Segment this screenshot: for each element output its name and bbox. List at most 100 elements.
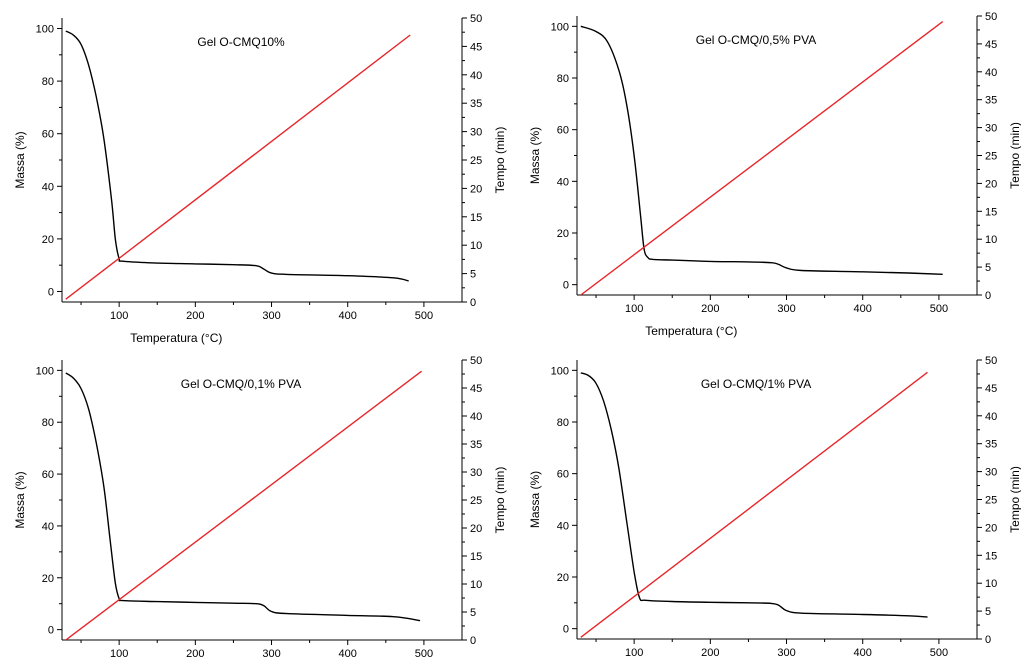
time-series-line bbox=[580, 371, 928, 638]
x-tick-label: 400 bbox=[339, 310, 357, 322]
y-tick-label: 80 bbox=[557, 73, 569, 85]
time-series-line bbox=[65, 34, 411, 300]
mass-series-line bbox=[65, 30, 409, 282]
y2-tick-label: 35 bbox=[470, 98, 482, 110]
x-tick-label: 300 bbox=[262, 310, 280, 322]
y-tick-label: 20 bbox=[42, 234, 54, 246]
y2-tick-label: 30 bbox=[470, 127, 482, 139]
y2-tick-label: 5 bbox=[985, 262, 991, 274]
y2-tick-label: 25 bbox=[985, 151, 997, 163]
chart-panel-4: 100 200 300 400 500 0 20 40 60 80 100 0 5 10 15 20 25 30 3… bbox=[528, 355, 1021, 659]
y-tick-label: 60 bbox=[557, 469, 569, 481]
y2-tick-label: 15 bbox=[985, 206, 997, 218]
y-tick-label: 60 bbox=[557, 125, 569, 137]
y-axis-label: Massa (%) bbox=[528, 471, 542, 528]
x-tick-label: 200 bbox=[186, 310, 204, 322]
y2-tick-label: 20 bbox=[985, 178, 997, 190]
y2-tick-label: 15 bbox=[985, 550, 997, 562]
y2-tick-label: 10 bbox=[470, 579, 482, 591]
y2-tick-label: 45 bbox=[985, 383, 997, 395]
x-tick-label: 300 bbox=[777, 303, 795, 315]
y-tick-label: 40 bbox=[42, 181, 54, 193]
y-tick-label: 20 bbox=[42, 573, 54, 585]
y2-axis-label: Tempo (min) bbox=[493, 467, 507, 534]
y2-tick-label: 0 bbox=[985, 634, 991, 646]
y2-tick-label: 35 bbox=[985, 439, 997, 451]
y-tick-label: 80 bbox=[557, 417, 569, 429]
y2-tick-label: 50 bbox=[985, 355, 997, 367]
x-axis-label: Temperatura (°C) bbox=[645, 324, 737, 338]
y2-tick-label: 30 bbox=[470, 467, 482, 479]
y2-tick-label: 40 bbox=[470, 411, 482, 423]
y2-tick-label: 20 bbox=[470, 183, 482, 195]
mass-series-line bbox=[580, 25, 943, 275]
y2-tick-label: 45 bbox=[470, 41, 482, 53]
y2-tick-label: 0 bbox=[470, 297, 476, 309]
x-tick-label: 200 bbox=[186, 648, 204, 659]
y-tick-label: 100 bbox=[551, 21, 569, 33]
y-tick-label: 40 bbox=[42, 521, 54, 533]
y2-tick-label: 25 bbox=[470, 495, 482, 507]
y-tick-label: 20 bbox=[557, 572, 569, 584]
y-tick-label: 0 bbox=[563, 624, 569, 636]
chart-panel-1: 100 200 300 400 500 0 20 40 60 80 100 0 5 10 15 20 25 30 3… bbox=[13, 13, 507, 345]
y-tick-label: 0 bbox=[48, 286, 54, 298]
y2-tick-label: 25 bbox=[470, 155, 482, 167]
chart-title: Gel O-CMQ10% bbox=[197, 35, 285, 49]
y2-tick-label: 5 bbox=[470, 269, 476, 281]
x-tick-label: 500 bbox=[415, 648, 433, 659]
x-tick-label: 500 bbox=[415, 310, 433, 322]
x-tick-label: 500 bbox=[930, 647, 948, 659]
time-series-line bbox=[65, 370, 423, 640]
y2-tick-label: 0 bbox=[985, 290, 991, 302]
y-axis-label: Massa (%) bbox=[13, 471, 27, 528]
x-tick-label: 500 bbox=[930, 303, 948, 315]
x-tick-label: 100 bbox=[110, 648, 128, 659]
x-tick-label: 100 bbox=[625, 647, 643, 659]
y-tick-label: 80 bbox=[42, 417, 54, 429]
y2-tick-label: 15 bbox=[470, 551, 482, 563]
y-axis-label: Massa (%) bbox=[528, 127, 542, 184]
y2-tick-label: 10 bbox=[985, 578, 997, 590]
y2-tick-label: 10 bbox=[470, 240, 482, 252]
x-tick-label: 100 bbox=[625, 303, 643, 315]
y2-tick-label: 35 bbox=[985, 95, 997, 107]
y2-axis-label: Tempo (min) bbox=[1008, 466, 1021, 533]
y2-tick-label: 5 bbox=[470, 607, 476, 619]
x-tick-label: 400 bbox=[854, 303, 872, 315]
time-series-line bbox=[580, 21, 944, 295]
y-tick-label: 60 bbox=[42, 129, 54, 141]
x-tick-label: 300 bbox=[777, 647, 795, 659]
y2-tick-label: 20 bbox=[470, 523, 482, 535]
y2-tick-label: 50 bbox=[470, 355, 482, 367]
y-tick-label: 60 bbox=[42, 469, 54, 481]
chart-panel-2: 100 200 300 400 500 0 20 40 60 80 100 0 5 10 15 20 25 30 3… bbox=[528, 11, 1021, 338]
y2-tick-label: 25 bbox=[985, 495, 997, 507]
y-tick-label: 100 bbox=[551, 365, 569, 377]
y2-tick-label: 30 bbox=[985, 123, 997, 135]
x-axis-label: Temperatura (°C) bbox=[130, 331, 222, 345]
chart-panel-3: 100 200 300 400 500 0 20 40 60 80 100 0 5 10 15 20 25 30 3… bbox=[13, 355, 507, 659]
y2-tick-label: 45 bbox=[985, 39, 997, 51]
y2-tick-label: 20 bbox=[985, 522, 997, 534]
y-tick-label: 40 bbox=[557, 176, 569, 188]
y-tick-label: 100 bbox=[36, 24, 54, 36]
mass-series-line bbox=[65, 372, 421, 622]
y2-tick-label: 10 bbox=[985, 234, 997, 246]
y2-tick-label: 50 bbox=[470, 13, 482, 25]
y-tick-label: 40 bbox=[557, 520, 569, 532]
x-tick-label: 100 bbox=[110, 310, 128, 322]
y2-axis-label: Tempo (min) bbox=[493, 127, 507, 194]
y2-tick-label: 35 bbox=[470, 439, 482, 451]
y-tick-label: 80 bbox=[42, 76, 54, 88]
x-tick-label: 300 bbox=[262, 648, 280, 659]
y-tick-label: 0 bbox=[48, 625, 54, 637]
y2-tick-label: 45 bbox=[470, 383, 482, 395]
y2-tick-label: 40 bbox=[985, 67, 997, 79]
y2-tick-label: 15 bbox=[470, 212, 482, 224]
y2-tick-label: 0 bbox=[470, 635, 476, 647]
y-axis-label: Massa (%) bbox=[13, 131, 27, 188]
x-tick-label: 400 bbox=[854, 647, 872, 659]
x-tick-label: 400 bbox=[339, 648, 357, 659]
